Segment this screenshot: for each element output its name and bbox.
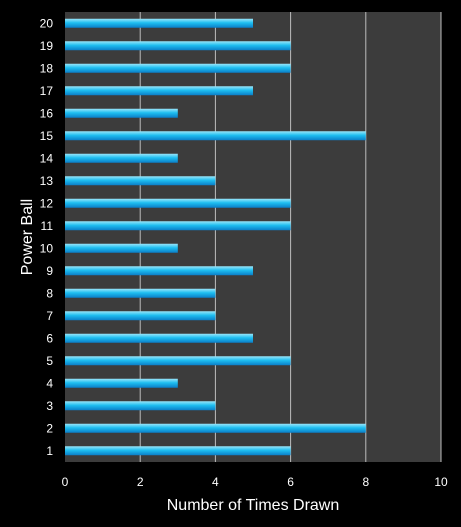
y-tick-label-12: 12 bbox=[40, 196, 54, 210]
y-tick-label-20: 20 bbox=[40, 16, 54, 30]
x-tick-label-0: 0 bbox=[62, 475, 69, 489]
y-tick-label-1: 1 bbox=[46, 444, 53, 458]
bar-15 bbox=[65, 131, 366, 141]
y-tick-label-17: 17 bbox=[40, 84, 54, 98]
y-tick-label-6: 6 bbox=[46, 331, 53, 345]
x-tick-label-8: 8 bbox=[362, 475, 369, 489]
x-tick-label-10: 10 bbox=[434, 475, 448, 489]
bar-3 bbox=[65, 401, 216, 411]
bar-4 bbox=[65, 378, 178, 388]
x-tick-label-2: 2 bbox=[137, 475, 144, 489]
bar-5 bbox=[65, 356, 291, 366]
bar-9 bbox=[65, 266, 253, 276]
y-tick-label-3: 3 bbox=[46, 399, 53, 413]
y-tick-label-13: 13 bbox=[40, 174, 54, 188]
y-tick-label-4: 4 bbox=[46, 376, 53, 390]
y-tick-label-5: 5 bbox=[46, 354, 53, 368]
x-tick-label-6: 6 bbox=[287, 475, 294, 489]
bar-20 bbox=[65, 18, 253, 28]
y-tick-label-8: 8 bbox=[46, 286, 53, 300]
y-tick-label-19: 19 bbox=[40, 39, 54, 53]
bar-16 bbox=[65, 108, 178, 118]
bar-14 bbox=[65, 153, 178, 163]
bar-12 bbox=[65, 198, 291, 208]
bar-8 bbox=[65, 288, 216, 298]
bar-2 bbox=[65, 423, 366, 433]
y-tick-label-2: 2 bbox=[46, 421, 53, 435]
plot-area bbox=[65, 12, 441, 462]
bar-19 bbox=[65, 41, 291, 51]
y-tick-label-16: 16 bbox=[40, 106, 54, 120]
bar-11 bbox=[65, 221, 291, 231]
bar-17 bbox=[65, 86, 253, 96]
x-axis-title: Number of Times Drawn bbox=[167, 497, 340, 514]
bar-7 bbox=[65, 311, 216, 321]
bar-13 bbox=[65, 176, 216, 186]
bar-18 bbox=[65, 63, 291, 73]
y-tick-label-14: 14 bbox=[40, 151, 54, 165]
bar-10 bbox=[65, 243, 178, 253]
y-axis-title: Power Ball bbox=[19, 199, 36, 275]
y-tick-label-18: 18 bbox=[40, 61, 54, 75]
bar-6 bbox=[65, 333, 253, 343]
y-tick-label-15: 15 bbox=[40, 129, 54, 143]
y-tick-label-9: 9 bbox=[46, 264, 53, 278]
y-tick-label-7: 7 bbox=[46, 309, 53, 323]
y-tick-label-10: 10 bbox=[40, 241, 54, 255]
bar-1 bbox=[65, 446, 291, 456]
y-tick-label-11: 11 bbox=[41, 219, 54, 233]
x-tick-label-4: 4 bbox=[212, 475, 219, 489]
